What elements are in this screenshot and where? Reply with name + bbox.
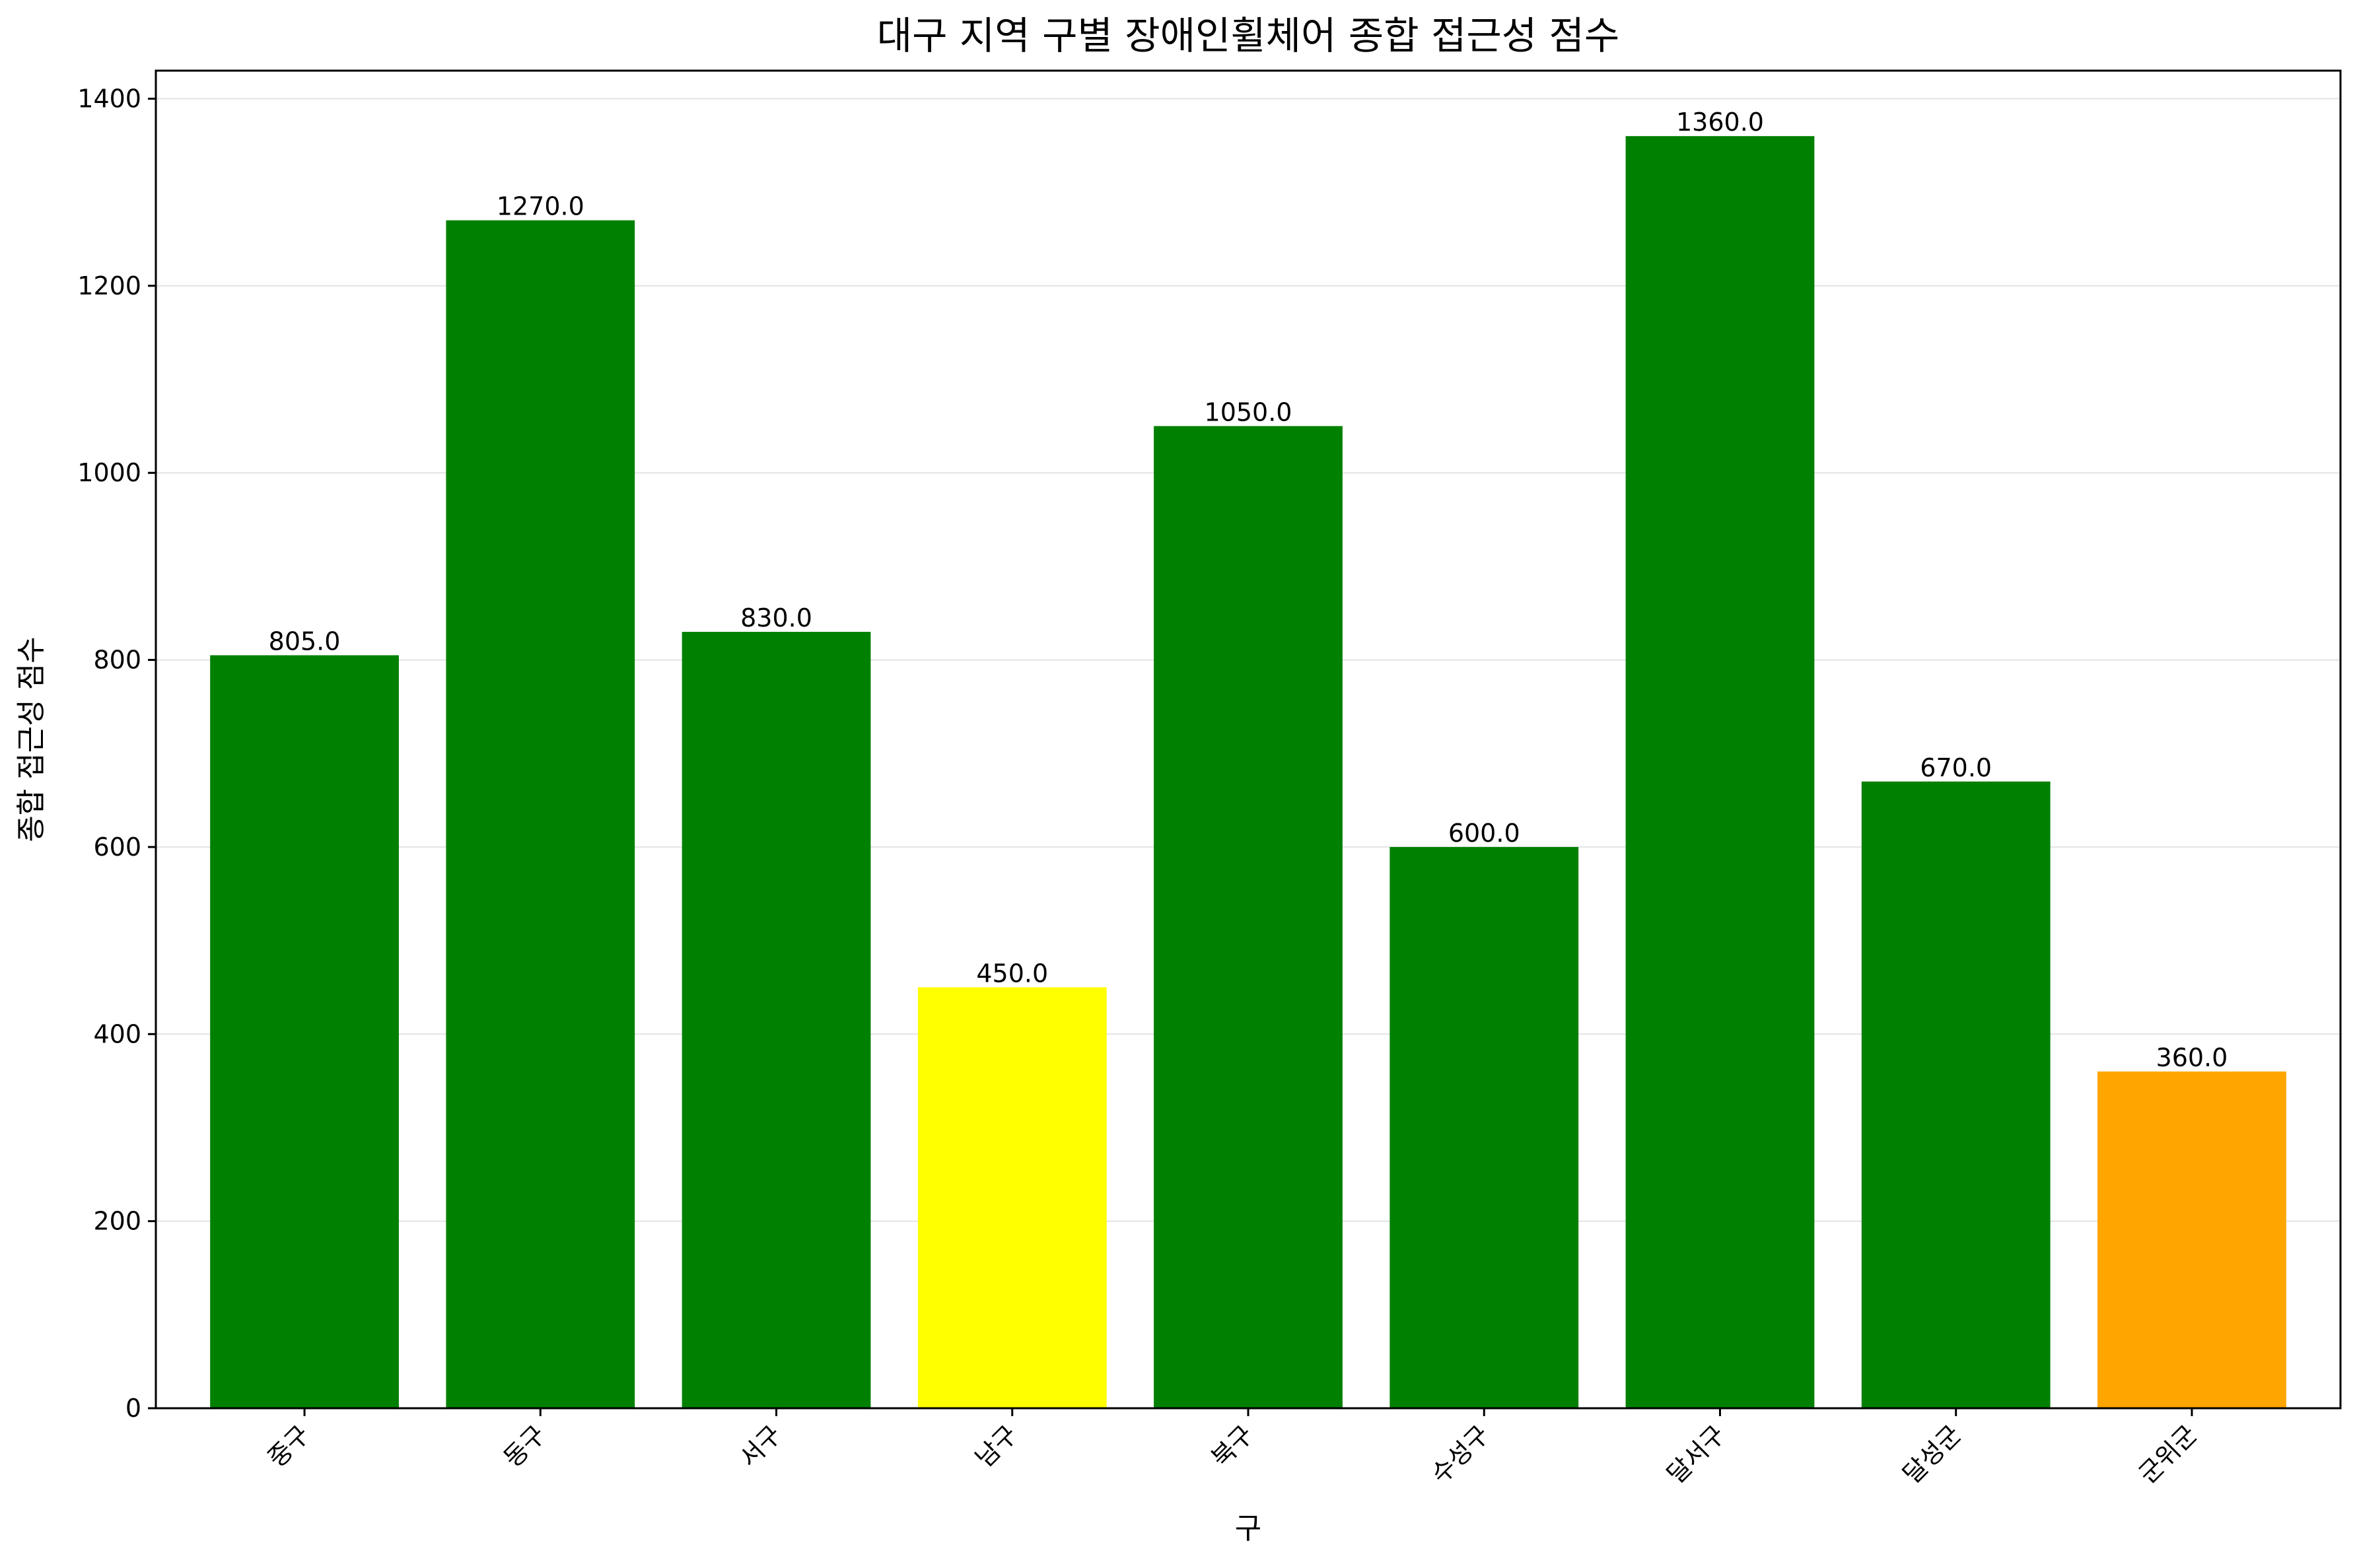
y-tick-label: 1200 [77, 271, 141, 300]
y-tick-label: 800 [93, 646, 141, 675]
bar-3 [682, 632, 871, 1408]
x-tick-label: 수성구 [1425, 1419, 1495, 1489]
data-labels: 805.0 1270.0 830.0 450.0 1050.0 600.0 1360.0 67… [269, 108, 2228, 1072]
chart-title: 대구 지역 구별 장애인휠체어 종합 접근성 점수 [877, 13, 1619, 58]
y-axis-label: 종합 접근성 점수 [15, 636, 48, 842]
bar-6 [1390, 846, 1579, 1408]
bar-1 [210, 655, 399, 1408]
data-label: 670.0 [1920, 753, 1992, 782]
bar-7 [1625, 136, 1815, 1409]
data-label: 830.0 [740, 603, 812, 632]
x-axis-ticks: 중구 동구 서구 남구 북구 수성구 달서구 달성군 군위군 [262, 1408, 2202, 1489]
bar-5 [1154, 426, 1343, 1408]
data-label: 805.0 [269, 627, 341, 656]
data-label: 600.0 [1448, 819, 1520, 848]
bar-2 [446, 220, 635, 1408]
x-tick-label: 서구 [734, 1419, 787, 1473]
y-tick-label: 0 [125, 1394, 141, 1423]
data-label: 1050.0 [1205, 397, 1292, 426]
bar-4 [917, 987, 1107, 1408]
data-label: 1270.0 [497, 192, 584, 221]
x-axis-label: 구 [1235, 1512, 1261, 1546]
bars [210, 136, 2286, 1409]
y-tick-label: 1000 [77, 458, 141, 487]
data-label: 450.0 [976, 959, 1048, 988]
x-tick-label: 군위군 [2133, 1419, 2202, 1489]
x-tick-label: 달성군 [1897, 1419, 1967, 1489]
bar-9 [2097, 1071, 2286, 1408]
x-tick-label: 달서구 [1662, 1419, 1731, 1489]
bar-8 [1861, 781, 2051, 1408]
y-tick-label: 600 [93, 833, 141, 862]
x-tick-label: 북구 [1206, 1419, 1259, 1473]
y-tick-label: 1400 [77, 85, 141, 114]
data-label: 1360.0 [1676, 108, 1764, 137]
x-tick-label: 중구 [262, 1419, 316, 1473]
y-tick-label: 200 [93, 1207, 141, 1236]
y-tick-label: 400 [93, 1019, 141, 1048]
x-tick-label: 남구 [970, 1419, 1024, 1473]
data-label: 360.0 [2156, 1043, 2228, 1072]
x-tick-label: 동구 [498, 1419, 551, 1473]
y-axis-ticks: 0 200 400 600 800 1000 1200 1400 [77, 85, 156, 1423]
